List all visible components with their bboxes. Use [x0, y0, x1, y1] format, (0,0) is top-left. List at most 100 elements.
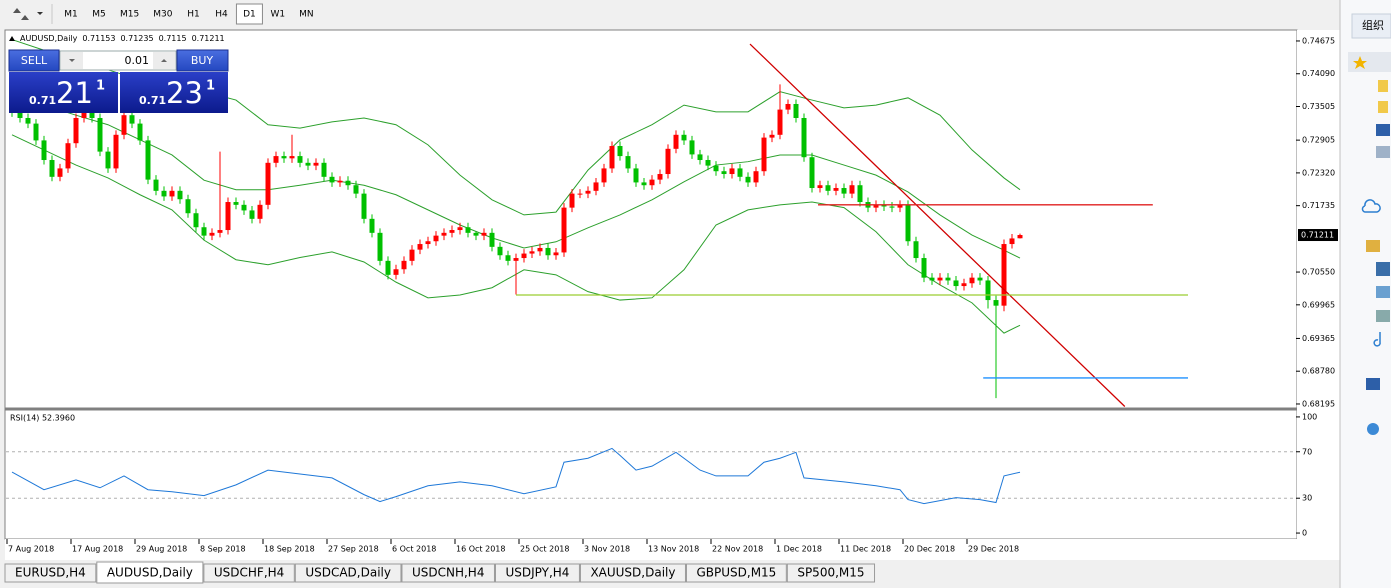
timeframe-label[interactable]: M30: [153, 10, 172, 20]
candle-body: [793, 103, 799, 118]
timeframe-label[interactable]: M5: [92, 10, 106, 20]
candle-body: [241, 204, 247, 211]
timeframe-label[interactable]: W1: [270, 10, 285, 20]
candle-body: [297, 156, 303, 163]
ask-box[interactable]: [120, 72, 228, 113]
axes: 0.746750.740900.735050.729050.723200.717…: [6, 36, 1338, 554]
candle-body: [505, 255, 511, 261]
x-tick-label: 6 Oct 2018: [392, 545, 436, 554]
timeframe-label[interactable]: M15: [120, 10, 139, 20]
chart-frame: [4, 29, 1298, 540]
timeframe-label[interactable]: MN: [299, 10, 314, 20]
screen-icon: [1376, 124, 1390, 136]
header-value: 0.71153: [82, 34, 115, 43]
x-tick-label: 22 Nov 2018: [712, 545, 763, 554]
chart-tab-label[interactable]: USDJPY,H4: [505, 566, 569, 580]
candle-body: [137, 123, 143, 141]
star-icon: [1353, 56, 1367, 69]
chart-tab[interactable]: [4, 563, 97, 583]
chart-tab[interactable]: [786, 563, 876, 583]
candle-body: [761, 137, 767, 172]
chart-tab[interactable]: [294, 563, 402, 583]
dropdown-arrow[interactable]: [37, 12, 43, 15]
candle-body: [945, 277, 951, 281]
y-tick-label: 0.74675: [1302, 36, 1335, 45]
candle-body: [753, 171, 759, 183]
y-tick-label: 0.68195: [1302, 399, 1335, 408]
timeframe-label[interactable]: H1: [187, 10, 200, 20]
chart-tab[interactable]: [203, 563, 295, 583]
tool-icon[interactable]: [13, 8, 29, 20]
candle-body: [921, 258, 927, 278]
candle-body: [993, 300, 999, 306]
bid-box[interactable]: [9, 72, 118, 113]
candle-body: [889, 206, 895, 208]
candle-body: [393, 269, 399, 275]
candle-body: [17, 112, 23, 118]
buy-button[interactable]: [176, 49, 229, 72]
candle-body: [729, 168, 735, 175]
organize-button[interactable]: [1351, 13, 1391, 39]
candle-body: [585, 190, 591, 194]
folder-icon: [1378, 80, 1388, 92]
bollinger-band: [11, 134, 1021, 334]
candle-body: [249, 210, 255, 219]
x-tick-label: 25 Oct 2018: [520, 545, 569, 554]
chart-tab-label[interactable]: XAUUSD,Daily: [590, 566, 675, 580]
y-tick-label: 0.74090: [1302, 69, 1335, 78]
candle-body: [345, 180, 351, 186]
candle-body: [273, 156, 279, 163]
organize-label[interactable]: 组织: [1362, 18, 1384, 32]
timeframe-button[interactable]: [235, 3, 263, 25]
candle-body: [337, 180, 343, 183]
candle-body: [153, 179, 159, 191]
y-tick-label: 0.72320: [1302, 168, 1335, 177]
candle-body: [1017, 235, 1023, 239]
lot-input[interactable]: [59, 50, 177, 71]
timeframe-label[interactable]: H4: [215, 10, 228, 20]
candle-body: [193, 213, 199, 228]
chart-tab-label[interactable]: GBPUSD,M15: [696, 566, 776, 580]
chart-tab-label[interactable]: AUDUSD,Daily: [107, 566, 193, 580]
candle-body: [521, 253, 527, 259]
chart-tab[interactable]: [685, 563, 787, 583]
timeframe-label[interactable]: D1: [243, 10, 256, 20]
chart-tab-label[interactable]: USDCNH,H4: [412, 566, 485, 580]
chart-tab[interactable]: [579, 563, 686, 583]
candle-body: [481, 232, 487, 236]
chart-tab-label[interactable]: SP500,M15: [797, 566, 864, 580]
candle-body: [737, 168, 743, 177]
doc-icon: [1376, 310, 1390, 322]
favorites-row[interactable]: [1348, 52, 1391, 72]
candle-body: [489, 232, 495, 247]
candle-body: [833, 188, 839, 191]
x-tick-label: 7 Aug 2018: [8, 545, 54, 554]
x-tick-label: 29 Aug 2018: [136, 545, 187, 554]
chart-tab-label[interactable]: USDCHF,H4: [214, 566, 284, 580]
chart-tab-label[interactable]: USDCAD,Daily: [305, 566, 391, 580]
candle-body: [201, 227, 207, 236]
candle-body: [121, 115, 127, 135]
candle-body: [929, 277, 935, 281]
bid-big: 21: [56, 76, 93, 110]
x-tick-label: 3 Nov 2018: [584, 545, 630, 554]
chart-tab[interactable]: [494, 563, 580, 583]
candle-body: [433, 235, 439, 242]
price-axis-bg: [1297, 30, 1340, 560]
candle-body: [401, 260, 407, 270]
chart-tab[interactable]: [96, 561, 204, 584]
y-tick-label: 0.71735: [1302, 201, 1335, 210]
timeframe-label[interactable]: M1: [64, 10, 78, 20]
sell-button[interactable]: [8, 49, 60, 72]
chart-tabs: EURUSD,H4 AUDUSD,Daily USDCHF,H4 USDCAD,Dai…: [0, 560, 1340, 588]
picture-icon: [1376, 286, 1390, 298]
chart-tab[interactable]: [401, 563, 495, 583]
header-value: 0.71211: [192, 34, 225, 43]
candle-body: [569, 193, 575, 208]
lot-value[interactable]: 0.01: [125, 54, 150, 67]
chart-tab-label[interactable]: EURUSD,H4: [15, 566, 86, 580]
sell-label[interactable]: SELL: [21, 54, 48, 67]
candle-body: [937, 277, 943, 281]
candle-body: [145, 140, 151, 180]
buy-label[interactable]: BUY: [191, 54, 214, 67]
